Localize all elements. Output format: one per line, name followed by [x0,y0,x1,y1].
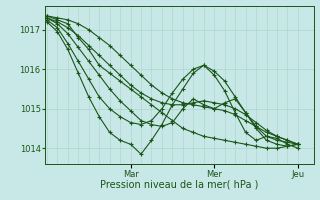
X-axis label: Pression niveau de la mer( hPa ): Pression niveau de la mer( hPa ) [100,180,258,190]
